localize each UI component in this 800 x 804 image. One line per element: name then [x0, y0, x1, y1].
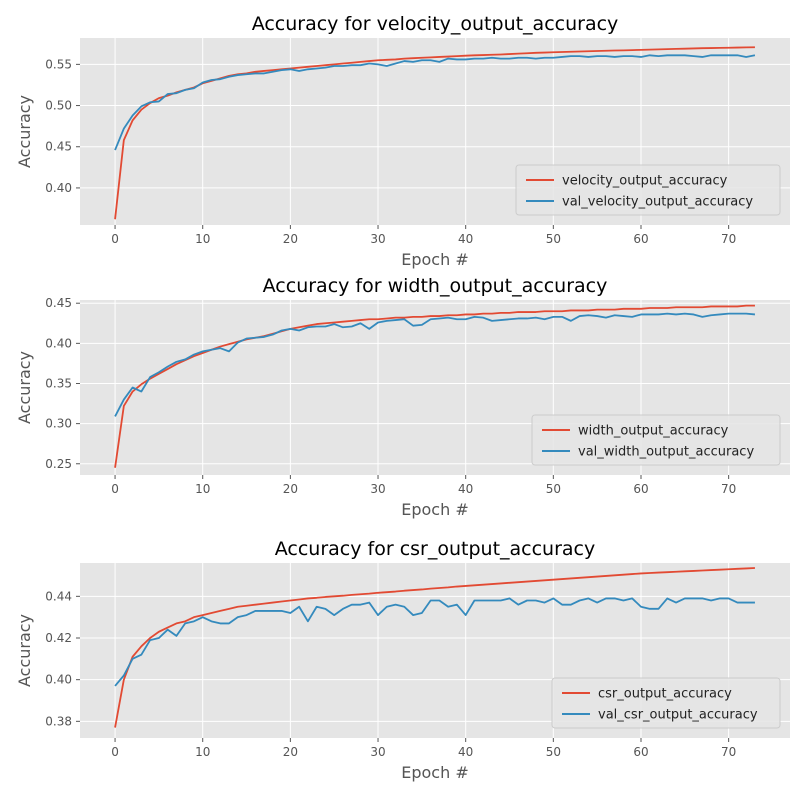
y-tick-label: 0.40 — [45, 336, 72, 350]
legend: width_output_accuracy val_width_output_ac… — [531, 414, 781, 466]
legend-label: val_width_output_accuracy — [578, 445, 754, 460]
series-group — [114, 567, 755, 728]
subplot-1: 0 10 20 30 40 50 60 70 0.40 0.45 0.50 0.55 Accuracy … — [15, 13, 790, 269]
x-tick-label: 20 — [283, 232, 298, 246]
x-tick-label: 40 — [458, 482, 473, 496]
subplot-2: 0 10 20 30 40 50 60 70 0.25 0.30 0.35 0.40 0.45 Accur… — [15, 275, 790, 519]
x-axis-label: Epoch # — [401, 500, 468, 519]
y-tick-label: 0.55 — [45, 57, 72, 71]
x-tick-label: 70 — [721, 745, 736, 759]
legend-box — [531, 414, 781, 466]
y-axis: 0.38 0.40 0.42 0.44 — [45, 589, 80, 728]
chart-title: Accuracy for velocity_output_accuracy — [252, 13, 619, 35]
series-line-2 — [114, 597, 755, 687]
x-axis: 0 10 20 30 40 50 60 70 — [111, 738, 736, 759]
x-tick-label: 70 — [721, 482, 736, 496]
x-tick-label: 0 — [111, 482, 119, 496]
y-tick-label: 0.40 — [45, 181, 72, 195]
y-axis-label: Accuracy — [15, 95, 34, 168]
x-tick-label: 10 — [195, 745, 210, 759]
x-tick-label: 0 — [111, 745, 119, 759]
x-tick-label: 60 — [633, 745, 648, 759]
y-tick-label: 0.45 — [45, 140, 72, 154]
y-tick-label: 0.25 — [45, 457, 72, 471]
y-tick-label: 0.40 — [45, 673, 72, 687]
x-axis: 0 10 20 30 40 50 60 70 — [111, 225, 736, 246]
x-axis-label: Epoch # — [401, 250, 468, 269]
y-axis-label: Accuracy — [15, 351, 34, 424]
series-line-1 — [114, 304, 755, 468]
x-tick-label: 30 — [370, 482, 385, 496]
legend-label: val_velocity_output_accuracy — [562, 195, 753, 210]
x-tick-label: 0 — [111, 232, 119, 246]
y-tick-label: 0.35 — [45, 376, 72, 390]
x-tick-label: 50 — [546, 745, 561, 759]
y-axis: 0.25 0.30 0.35 0.40 0.45 — [45, 296, 80, 471]
y-tick-label: 0.50 — [45, 99, 72, 113]
series-line-2 — [114, 54, 756, 151]
x-tick-label: 50 — [546, 482, 561, 496]
x-tick-label: 40 — [458, 745, 473, 759]
x-tick-label: 60 — [633, 232, 648, 246]
x-tick-label: 10 — [195, 482, 210, 496]
x-tick-label: 30 — [370, 745, 385, 759]
legend-box — [515, 164, 781, 216]
series-line-2 — [114, 312, 756, 417]
chart-title: Accuracy for csr_output_accuracy — [275, 538, 596, 560]
y-tick-label: 0.45 — [45, 296, 72, 310]
legend-label: csr_output_accuracy — [598, 687, 732, 702]
chart-title: Accuracy for width_output_accuracy — [263, 275, 608, 297]
legend-label: velocity_output_accuracy — [562, 174, 728, 189]
legend-label: val_csr_output_accuracy — [598, 708, 758, 723]
x-axis-label: Epoch # — [401, 763, 468, 782]
y-tick-label: 0.44 — [45, 589, 72, 603]
x-tick-label: 50 — [546, 232, 561, 246]
x-tick-label: 20 — [283, 745, 298, 759]
x-axis: 0 10 20 30 40 50 60 70 — [111, 475, 736, 496]
series-group — [114, 46, 756, 220]
x-tick-label: 60 — [633, 482, 648, 496]
legend: velocity_output_accuracy val_velocity_out… — [515, 164, 781, 216]
legend: csr_output_accuracy val_csr_output_accura… — [551, 677, 781, 729]
x-tick-label: 30 — [370, 232, 385, 246]
x-tick-label: 20 — [283, 482, 298, 496]
x-tick-label: 70 — [721, 232, 736, 246]
x-tick-label: 40 — [458, 232, 473, 246]
series-group — [114, 304, 756, 468]
y-tick-label: 0.30 — [45, 417, 72, 431]
y-axis-label: Accuracy — [15, 614, 34, 687]
legend-label: width_output_accuracy — [578, 424, 729, 439]
y-axis: 0.40 0.45 0.50 0.55 — [45, 57, 80, 195]
subplot-3: 0 10 20 30 40 50 60 70 0.38 0.40 0.42 0.44 Accuracy … — [15, 538, 790, 782]
series-line-1 — [114, 567, 755, 728]
y-tick-label: 0.38 — [45, 714, 72, 728]
y-tick-label: 0.42 — [45, 631, 72, 645]
x-tick-label: 10 — [195, 232, 210, 246]
legend-box — [551, 677, 781, 729]
